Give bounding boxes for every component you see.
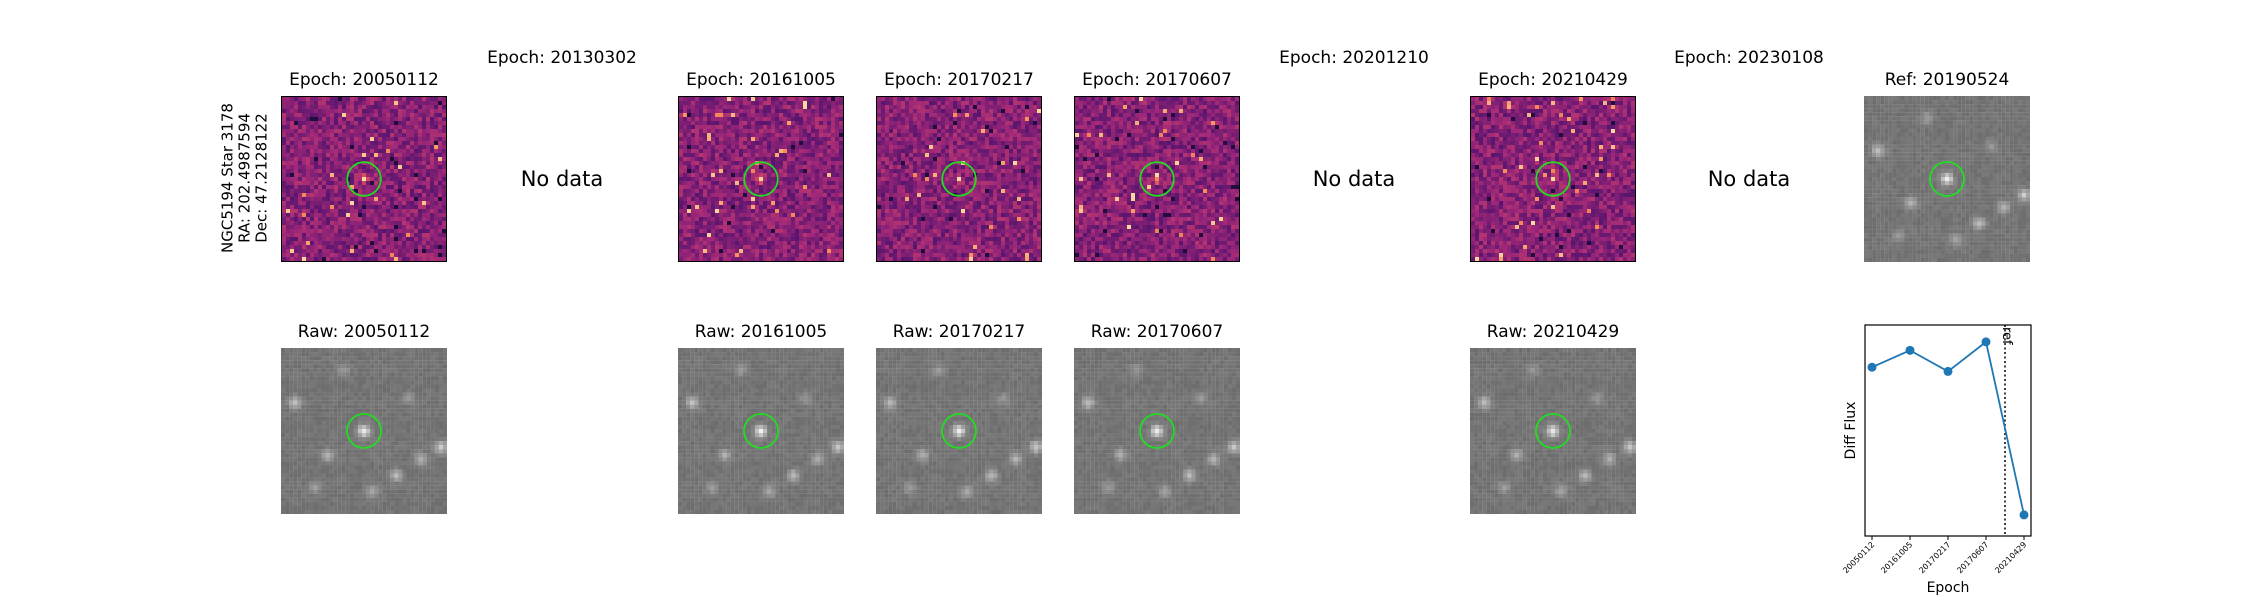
data-point-0 <box>1867 362 1877 372</box>
object-ra: RA: 202.4987594 <box>235 113 254 243</box>
raw-title-0: Raw: 20050112 <box>297 322 431 342</box>
no-data-text-5: No data <box>1312 167 1396 191</box>
data-point-3 <box>1981 337 1991 347</box>
diff-title-7: Epoch: 20230108 <box>1674 48 1824 68</box>
raw-image-1 <box>678 348 844 514</box>
ref-line-label: ref <box>1999 327 2014 345</box>
difference-image-6 <box>1470 96 1636 262</box>
no-data-text-7: No data <box>1707 167 1791 191</box>
x-tick-label-0: 20050112 <box>1841 540 1876 575</box>
raw-image-2 <box>876 348 1042 514</box>
x-tick-label-3: 20170607 <box>1955 540 1990 575</box>
y-axis-label: Diff Flux <box>1843 402 1859 460</box>
reference-image <box>1864 96 2030 262</box>
diff-title-6: Epoch: 20210429 <box>1478 70 1628 90</box>
raw-title-2: Raw: 20170217 <box>892 322 1026 342</box>
object-dec: Dec: 47.2128122 <box>252 113 271 243</box>
difference-image-2 <box>678 96 844 262</box>
data-point-1 <box>1905 345 1915 355</box>
diff-title-8: Ref: 20190524 <box>1884 70 2010 90</box>
diff-title-5: Epoch: 20201210 <box>1279 48 1429 68</box>
x-tick-label-2: 20170217 <box>1917 540 1952 575</box>
object-name: NGC5194 Star 3178 <box>218 103 237 253</box>
raw-title-4: Raw: 20210429 <box>1486 322 1620 342</box>
raw-title-1: Raw: 20161005 <box>694 322 828 342</box>
x-axis-label: Epoch <box>1927 580 1970 596</box>
diff-title-0: Epoch: 20050112 <box>289 70 439 90</box>
object-label: NGC5194 Star 3178 RA: 202.4987594 Dec: 4… <box>218 103 271 253</box>
difference-image-4 <box>1074 96 1240 262</box>
diff-title-3: Epoch: 20170217 <box>884 70 1034 90</box>
diff-title-2: Epoch: 20161005 <box>686 70 836 90</box>
diff-title-1: Epoch: 20130302 <box>487 48 637 68</box>
data-point-2 <box>1943 366 1953 376</box>
raw-image-0 <box>281 348 447 514</box>
diff-title-4: Epoch: 20170607 <box>1082 70 1232 90</box>
difference-image-3 <box>876 96 1042 262</box>
data-point-4 <box>2019 510 2029 520</box>
raw-image-4 <box>1470 348 1636 514</box>
x-tick-label-1: 20161005 <box>1879 540 1914 575</box>
light-curve-chart: ref 20050112 20161005 20170217 20170607 20210… <box>1841 324 2032 596</box>
x-tick-label-4: 20210429 <box>1993 540 2028 575</box>
raw-image-3 <box>1074 348 1240 514</box>
difference-image-0 <box>281 96 447 262</box>
no-data-text-1: No data <box>520 167 604 191</box>
raw-title-3: Raw: 20170607 <box>1090 322 1224 342</box>
